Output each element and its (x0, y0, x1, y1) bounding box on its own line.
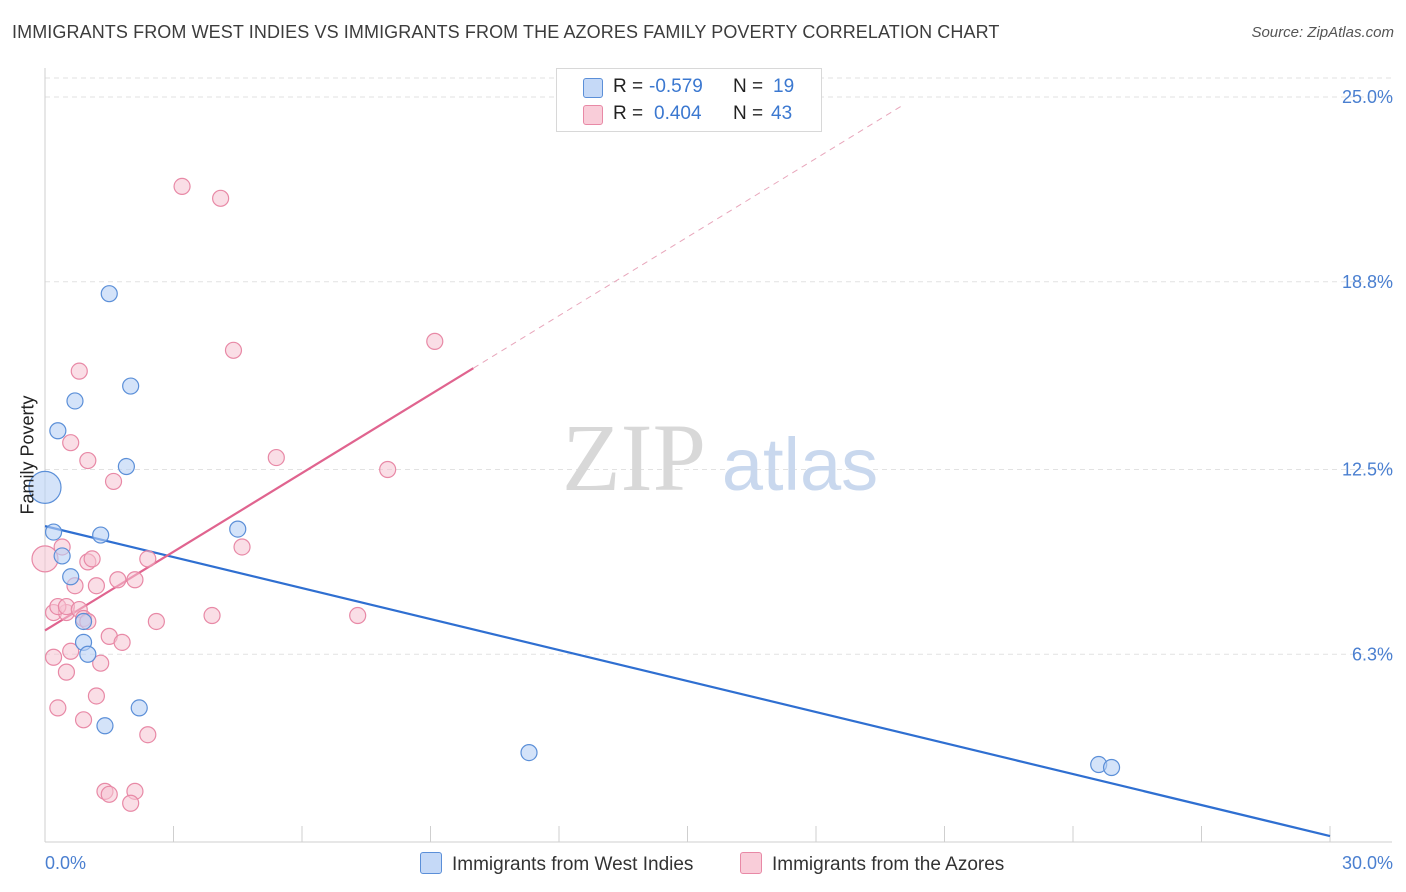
point-west-indies (229, 520, 247, 538)
bottom-legend-swatch-pink (740, 852, 762, 874)
legend-r-value: -0.579 (649, 76, 703, 97)
point-azores (113, 633, 131, 651)
source-label: Source: ZipAtlas.com (1251, 24, 1394, 41)
point-west-indies (92, 526, 110, 544)
bottom-legend-west-indies: Immigrants from West Indies (420, 852, 693, 876)
y-tick-label: 6.3% (1352, 644, 1393, 664)
point-west-indies (66, 392, 84, 410)
point-azores (74, 711, 93, 729)
point-azores (203, 606, 221, 625)
legend-r-label: R = (613, 103, 644, 124)
point-west-indies (28, 470, 62, 504)
legend-r-value: 0.404 (654, 103, 702, 124)
point-azores (49, 699, 67, 717)
point-west-indies (100, 285, 118, 303)
point-west-indies (520, 743, 538, 762)
point-west-indies (117, 457, 135, 476)
x-tick-label: 0.0% (45, 853, 86, 873)
y-tick-label: 12.5% (1342, 460, 1393, 480)
bottom-legend-label: Immigrants from West Indies (452, 854, 694, 875)
point-west-indies (79, 645, 97, 663)
point-azores (426, 332, 444, 350)
y-axis-label: Family Poverty (17, 395, 38, 515)
point-azores (349, 606, 367, 625)
legend-n-value: 19 (773, 76, 795, 97)
legend-swatch-blue (583, 78, 603, 98)
point-west-indies (62, 568, 80, 586)
point-west-indies (44, 523, 63, 541)
point-azores (224, 341, 243, 359)
point-azores (233, 538, 251, 556)
legend-n-label: N = (733, 103, 764, 124)
point-azores (147, 612, 165, 631)
point-west-indies (74, 612, 93, 631)
point-azores (104, 472, 123, 491)
point-west-indies (1102, 758, 1121, 777)
legend-row-azores: R = 0.404 N = 43 (557, 100, 821, 128)
point-west-indies (122, 377, 140, 395)
point-azores (87, 577, 106, 595)
x-tick-label: 30.0% (1342, 853, 1393, 873)
point-azores (122, 794, 140, 812)
point-azores (139, 726, 157, 744)
tick-labels: 6.3% 12.5% 18.8% 25.0% 0.0% 30.0% (45, 87, 1393, 873)
point-azores (173, 177, 191, 195)
bottom-legend-label: Immigrants from the Azores (772, 854, 1005, 875)
legend-n-value: 43 (771, 103, 793, 124)
point-west-indies (53, 547, 71, 565)
trendline-west-indies (44, 525, 1331, 838)
point-azores (44, 648, 63, 666)
point-azores (379, 460, 397, 479)
axes (44, 68, 1392, 843)
data-points (28, 177, 1121, 812)
point-azores (87, 687, 106, 705)
point-azores (100, 785, 118, 803)
legend-row-west-indies: R = -0.579 N = 19 (557, 73, 821, 101)
trendline-azores-extension (473, 105, 902, 369)
point-azores (126, 571, 144, 589)
point-azores (62, 434, 80, 452)
legend-swatch-pink (583, 105, 603, 125)
point-west-indies (130, 699, 148, 717)
point-azores (92, 654, 110, 672)
point-azores (139, 550, 157, 568)
watermark-zip: ZIP (562, 404, 706, 511)
point-west-indies (96, 717, 114, 735)
grid-lines (45, 77, 1392, 655)
y-tick-label: 25.0% (1342, 87, 1393, 107)
bottom-legend-swatch-blue (420, 852, 442, 874)
bottom-legend-azores: Immigrants from the Azores (740, 852, 1004, 876)
y-tick-label: 18.8% (1342, 272, 1393, 292)
correlation-legend: R = -0.579 N = 19 R = 0.404 N = 43 (556, 68, 822, 132)
point-azores (109, 571, 127, 589)
watermark: ZIP atlas (562, 404, 878, 511)
point-azores (79, 451, 97, 470)
watermark-atlas: atlas (722, 423, 878, 506)
trendline-azores (44, 367, 474, 632)
legend-r-label: R = (613, 76, 644, 97)
legend-n-label: N = (733, 76, 764, 97)
point-azores (83, 550, 101, 568)
point-azores (57, 663, 76, 681)
point-azores (267, 448, 285, 467)
point-azores (212, 189, 230, 207)
point-azores (62, 642, 80, 660)
point-west-indies (49, 422, 67, 440)
chart-title: IMMIGRANTS FROM WEST INDIES VS IMMIGRANT… (12, 22, 1000, 42)
point-azores (70, 362, 88, 380)
